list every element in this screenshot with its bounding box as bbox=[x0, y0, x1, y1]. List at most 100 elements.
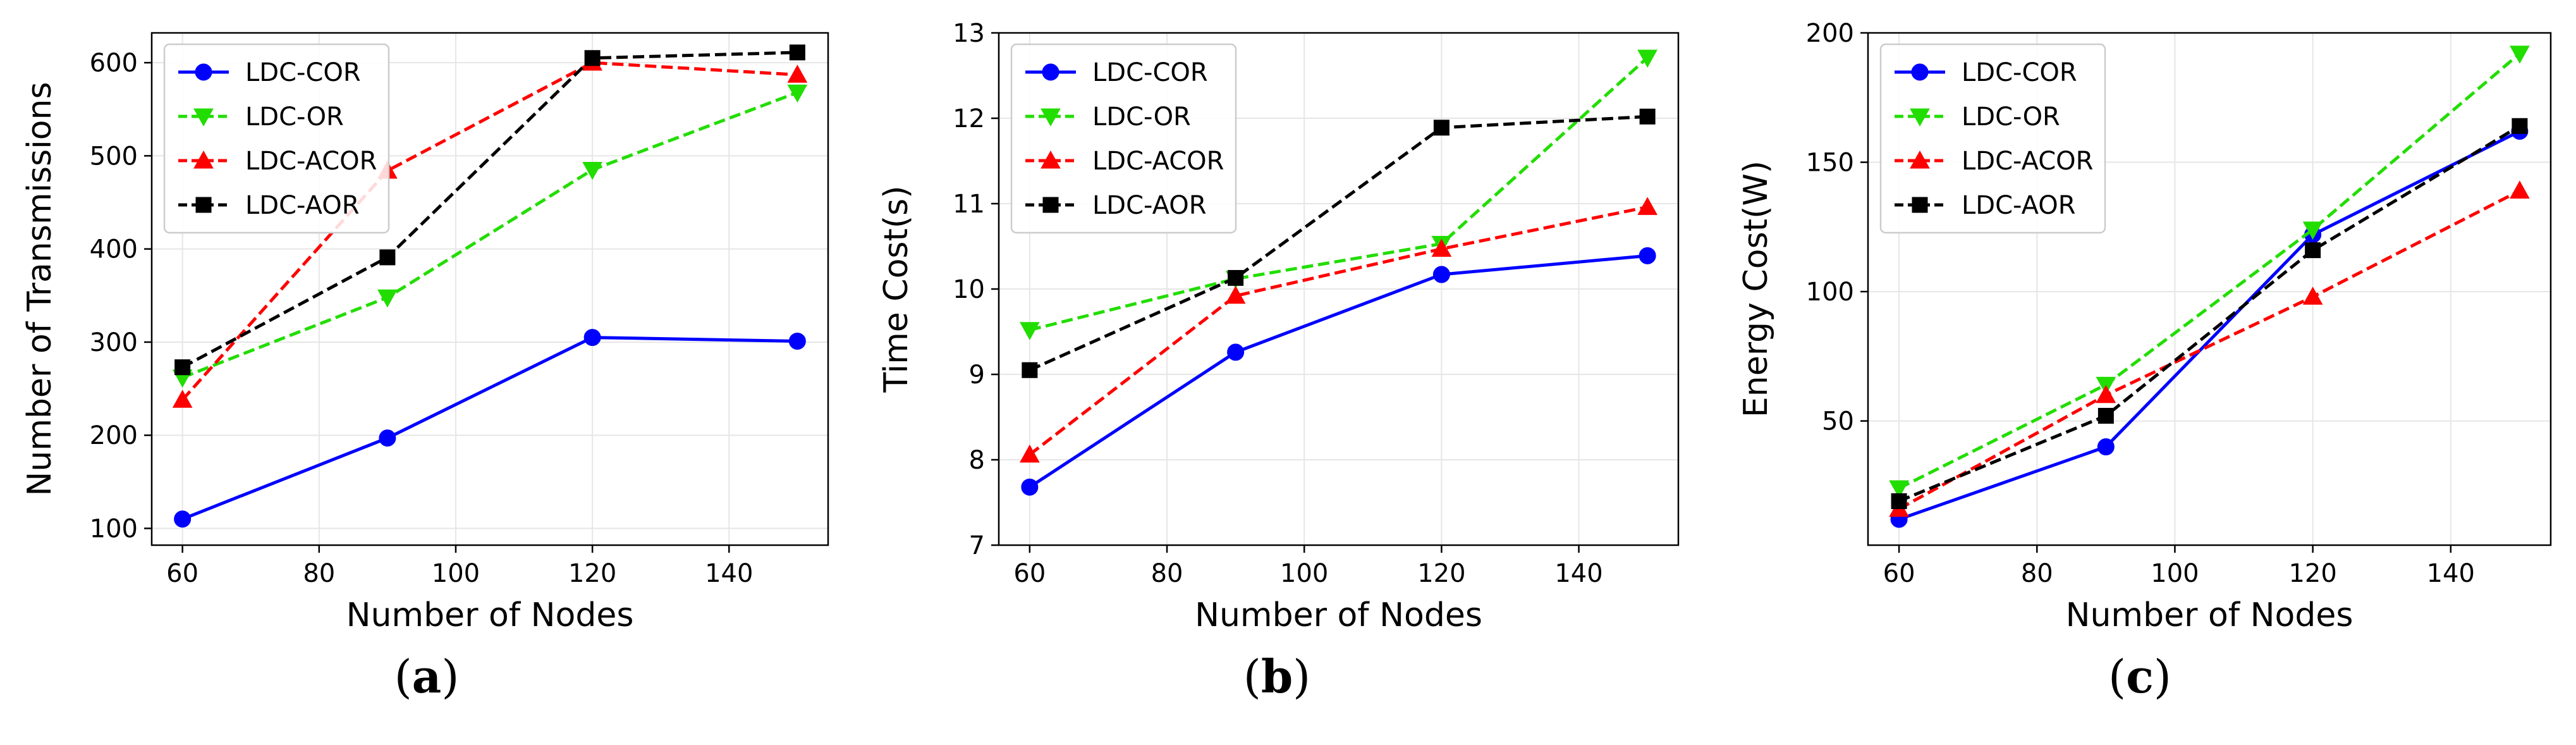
y-tick-label: 200 bbox=[1806, 19, 1854, 48]
y-tick-label: 11 bbox=[953, 190, 985, 219]
data-point bbox=[2097, 407, 2114, 424]
chart-panel-c: 60 80 100 120 140 50 100 150 200 Number of Nodes E… bbox=[1737, 19, 2552, 703]
caption-paren-open: ( bbox=[2108, 650, 2126, 703]
series-ldc-cor bbox=[174, 329, 806, 528]
legend-swatch-marker bbox=[193, 150, 214, 169]
data-point bbox=[1432, 266, 1450, 283]
series-ldc-cor bbox=[1021, 247, 1656, 496]
x-tick-label: 60 bbox=[166, 559, 198, 588]
panel-caption: (b) bbox=[1243, 650, 1311, 703]
data-point bbox=[1020, 322, 1040, 340]
legend-box bbox=[1879, 43, 2106, 234]
y-tick-label: 500 bbox=[90, 142, 138, 171]
x-tick-label: 100 bbox=[1280, 559, 1328, 588]
data-point bbox=[1227, 343, 1245, 361]
y-tick-label: 50 bbox=[1822, 407, 1854, 436]
x-tick-label: 100 bbox=[2151, 559, 2199, 588]
legend-label: LDC-AOR bbox=[245, 191, 360, 220]
data-point bbox=[1431, 238, 1452, 257]
y-axis-label: Time Cost(s) bbox=[877, 185, 915, 393]
series-ldc-aor bbox=[1022, 108, 1656, 378]
y-tick-label: 13 bbox=[953, 19, 985, 48]
legend: LDC-COR LDC-OR LDC-ACOR LDC-AOR bbox=[1879, 43, 2106, 234]
data-point bbox=[379, 249, 396, 266]
data-point bbox=[1637, 197, 1657, 215]
caption-paren-open: ( bbox=[1243, 650, 1261, 703]
data-point bbox=[1225, 285, 1246, 304]
legend-label: LDC-OR bbox=[1962, 102, 2060, 132]
data-point bbox=[2512, 118, 2528, 134]
data-point bbox=[2097, 438, 2115, 456]
data-point bbox=[1639, 247, 1656, 264]
chart-panel-a: 60 80 100 120 140 100 200 300 400 500 600 Number of… bbox=[21, 32, 829, 703]
x-tick-label: 80 bbox=[2021, 559, 2053, 588]
y-axis-label: Number of Transmissions bbox=[21, 82, 59, 496]
data-point bbox=[582, 161, 602, 180]
y-axis-label: Energy Cost(W) bbox=[1737, 161, 1775, 417]
y-tick-label: 10 bbox=[953, 275, 985, 304]
legend-swatch-marker bbox=[1041, 108, 1061, 127]
legend-label: LDC-OR bbox=[245, 102, 344, 132]
x-tick-label: 120 bbox=[2288, 559, 2336, 588]
legend-box bbox=[163, 43, 390, 234]
x-axis-label: Number of Nodes bbox=[1195, 596, 1482, 634]
series-ldc-aor bbox=[174, 44, 805, 376]
legend-label: LDC-COR bbox=[1962, 58, 2077, 87]
series-line bbox=[1029, 205, 1648, 456]
x-tick-label: 140 bbox=[705, 559, 753, 588]
x-tick-label: 80 bbox=[303, 559, 335, 588]
legend-label: LDC-ACOR bbox=[1092, 147, 1224, 176]
y-tick-label: 100 bbox=[1806, 278, 1854, 307]
legend-swatch-marker bbox=[1042, 63, 1059, 81]
legend-swatch-marker bbox=[1911, 63, 1929, 81]
legend-label: LDC-ACOR bbox=[245, 147, 377, 176]
data-point bbox=[174, 510, 192, 528]
data-point bbox=[788, 332, 806, 350]
x-tick-label: 120 bbox=[1417, 559, 1465, 588]
data-point bbox=[2305, 242, 2321, 259]
caption-paren-close: ) bbox=[441, 650, 459, 703]
legend-swatch-marker bbox=[1912, 197, 1928, 213]
panel-caption: (a) bbox=[394, 650, 460, 703]
legend: LDC-COR LDC-OR LDC-ACOR LDC-AOR bbox=[1010, 43, 1237, 234]
series-line bbox=[1029, 114, 1648, 372]
data-point bbox=[1889, 480, 1909, 499]
x-tick-label: 120 bbox=[568, 559, 616, 588]
series-line bbox=[1029, 56, 1649, 332]
data-point bbox=[1433, 120, 1450, 136]
legend-swatch-marker bbox=[1910, 108, 1930, 127]
data-point bbox=[174, 359, 191, 376]
caption-letter: a bbox=[412, 650, 442, 703]
legend-label: LDC-AOR bbox=[1092, 191, 1207, 220]
data-point bbox=[379, 429, 396, 447]
data-point bbox=[1021, 478, 1039, 496]
x-tick-label: 80 bbox=[1151, 559, 1183, 588]
legend-swatch-marker bbox=[195, 197, 212, 213]
series-line bbox=[1898, 189, 2521, 510]
series-line bbox=[1898, 130, 2521, 521]
series-ldc-aor bbox=[1891, 118, 2528, 509]
x-tick-label: 60 bbox=[1883, 559, 1915, 588]
data-point bbox=[2302, 221, 2323, 240]
y-tick-label: 7 bbox=[969, 531, 985, 560]
data-point bbox=[2510, 180, 2530, 199]
series-line bbox=[1898, 125, 2521, 503]
data-point bbox=[787, 65, 808, 83]
legend-swatch-marker bbox=[193, 108, 214, 127]
data-point bbox=[377, 289, 398, 308]
data-point bbox=[2096, 385, 2116, 403]
x-tick-label: 100 bbox=[432, 559, 480, 588]
legend-swatch-marker bbox=[195, 63, 212, 81]
y-tick-label: 200 bbox=[90, 421, 138, 450]
data-point bbox=[584, 50, 601, 66]
y-tick-label: 8 bbox=[969, 446, 985, 475]
caption-paren-close: ) bbox=[1293, 650, 1310, 703]
data-point bbox=[1637, 49, 1657, 68]
y-tick-label: 400 bbox=[90, 235, 138, 264]
data-point bbox=[787, 84, 808, 103]
legend: LDC-COR LDC-OR LDC-ACOR LDC-AOR bbox=[163, 43, 390, 234]
legend-swatch-marker bbox=[1042, 197, 1059, 213]
x-tick-label: 140 bbox=[2427, 559, 2475, 588]
data-point bbox=[1639, 108, 1656, 125]
series-ldc-acor bbox=[1020, 197, 1657, 463]
